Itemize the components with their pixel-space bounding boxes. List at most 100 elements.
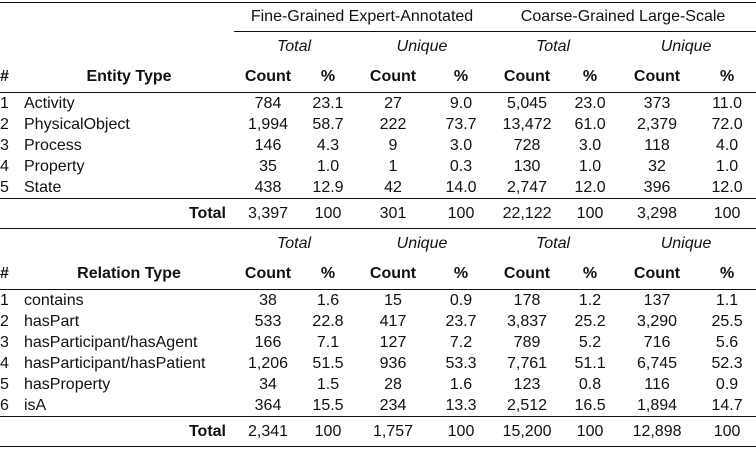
entity-total-coarse-count: 22,122: [490, 198, 565, 229]
entity-fine-count: 146: [254, 136, 282, 154]
relation-type-name: hasPart: [24, 312, 80, 330]
relation-fine-count: 1,206: [247, 354, 289, 372]
entity-coarse-pct: 61.0: [574, 115, 606, 133]
relation-coarse-unique-count: 1,894: [637, 396, 678, 414]
relation-fine-pct: 51.5: [312, 354, 344, 372]
entity-coarse-pct: 3.0: [578, 136, 602, 154]
relation-coarse-pct: 0.8: [578, 375, 602, 393]
entity-coarse-unique-pct: 12.0: [711, 178, 743, 196]
col-num-header: #: [0, 62, 24, 93]
coarse-unique-subhead: Unique: [616, 31, 756, 62]
col-count-header: Count: [354, 259, 432, 290]
relation-fine-count: 38: [259, 291, 277, 309]
relation-fine-count: 166: [254, 333, 282, 351]
relation-row: 1 contains 38 1.6 15 0.9 178 1.2 137 1.1: [0, 290, 756, 312]
entity-fine-count: 784: [254, 94, 282, 112]
fine-total-subhead: Total: [234, 31, 354, 62]
relation-subheader-row: Total Unique Total Unique: [0, 229, 756, 260]
relation-coarse-unique-count: 116: [644, 375, 670, 393]
relation-total-fine-pct: 100: [302, 416, 354, 447]
relation-coarse-pct: 25.2: [574, 312, 606, 330]
relation-fine-unique-pct: 7.2: [449, 333, 473, 351]
entity-fine-unique-count: 222: [379, 115, 407, 133]
entity-total-fine-pct: 100: [302, 198, 354, 229]
fine-total-subhead: Total: [276, 235, 312, 252]
relation-coarse-unique-pct: 1.1: [715, 291, 739, 309]
relation-total-fine-unique-count: 1,757: [354, 416, 432, 447]
entity-fine-unique-count: 27: [384, 94, 402, 112]
relation-fine-unique-pct: 13.3: [445, 396, 477, 414]
relation-coarse-unique-pct: 5.6: [715, 333, 739, 351]
col-count-header: Count: [234, 259, 302, 290]
entity-type-name: Process: [24, 136, 82, 154]
relation-total-fine-count: 2,341: [234, 416, 302, 447]
relation-fine-unique-pct: 23.7: [445, 312, 477, 330]
relation-column-header-row: # Relation Type Count % Count % Count % …: [0, 259, 756, 290]
entity-coarse-unique-count: 396: [643, 178, 671, 196]
relation-fine-unique-count: 417: [379, 312, 407, 330]
col-pct-header: %: [564, 62, 617, 93]
relation-total-row: Total 2,341 100 1,757 100 15,200 100 12,…: [0, 416, 756, 447]
entity-subheader-row: Total Unique Total Unique: [0, 31, 756, 62]
entity-fine-unique-pct: 3.0: [449, 136, 473, 154]
entity-fine-unique-pct: 14.0: [445, 178, 477, 196]
entity-type-name: PhysicalObject: [24, 115, 130, 133]
entity-fine-count: 438: [254, 178, 282, 196]
relation-coarse-count: 2,512: [507, 396, 548, 414]
entity-coarse-unique-count: 32: [648, 157, 666, 175]
relation-row: 6 isA 364 15.5 234 13.3 2,512 16.5 1,894 14.7: [0, 395, 756, 417]
col-count-header: Count: [490, 259, 565, 290]
relation-coarse-unique-pct: 14.7: [711, 396, 743, 414]
relation-fine-count: 34: [259, 375, 277, 393]
relation-row-number: 4: [0, 354, 9, 372]
entity-coarse-unique-pct: 11.0: [712, 94, 743, 112]
relation-coarse-unique-count: 137: [643, 291, 671, 309]
relation-coarse-pct: 16.5: [574, 396, 606, 414]
entity-row: 2 PhysicalObject 1,994 58.7 222 73.7 13,472 61.…: [0, 114, 756, 135]
entity-fine-pct: 1.0: [316, 157, 340, 175]
entity-fine-pct: 58.7: [312, 115, 344, 133]
entity-coarse-pct: 12.0: [574, 178, 606, 196]
relation-fine-pct: 22.8: [312, 312, 344, 330]
col-pct-header: %: [564, 259, 617, 290]
coarse-total-subhead: Total: [535, 235, 571, 252]
relation-fine-unique-count: 234: [379, 396, 407, 414]
col-count-header: Count: [616, 62, 699, 93]
relation-coarse-count: 789: [513, 333, 541, 351]
entity-total-coarse-unique-pct: 100: [698, 198, 756, 229]
entity-coarse-unique-pct: 4.0: [715, 136, 739, 154]
entity-total-fine-unique-pct: 100: [432, 198, 491, 229]
relation-coarse-pct: 5.2: [578, 333, 602, 351]
entity-fine-pct: 12.9: [312, 178, 344, 196]
relation-type-name: hasParticipant/hasPatient: [24, 354, 206, 372]
relation-row-number: 2: [0, 312, 9, 330]
entity-type-name: Property: [24, 157, 85, 175]
relation-row: 5 hasProperty 34 1.5 28 1.6 123 0.8 116 0.9: [0, 374, 756, 395]
entity-fine-unique-pct: 9.0: [449, 94, 473, 112]
col-pct-header: %: [302, 259, 354, 290]
entity-row-number: 1: [0, 94, 9, 112]
entity-coarse-count: 13,472: [502, 115, 552, 133]
relation-coarse-unique-count: 716: [643, 333, 671, 351]
entity-rows: 1 Activity 784 23.1 27 9.0 5,045 23.0 373 11.0 2 Ph…: [0, 93, 756, 199]
coarse-unique-subhead: Unique: [660, 235, 712, 252]
col-count-header: Count: [234, 62, 302, 93]
relation-fine-unique-count: 936: [379, 354, 407, 372]
fine-unique-subhead: Unique: [354, 31, 491, 62]
relation-coarse-unique-pct: 25.5: [711, 312, 743, 330]
relation-coarse-unique-count: 6,745: [637, 354, 678, 372]
relation-fine-unique-pct: 53.3: [445, 354, 477, 372]
relation-fine-unique-count: 28: [384, 375, 402, 393]
col-num-header: #: [0, 259, 24, 290]
entity-row: 4 Property 35 1.0 1 0.3 130 1.0 32 1.0: [0, 156, 756, 177]
entity-total-label: Total: [24, 198, 234, 229]
entity-row-number: 3: [0, 136, 9, 154]
relation-type-name: isA: [24, 396, 47, 414]
relation-fine-pct: 7.1: [316, 333, 340, 351]
relation-row: 2 hasPart 533 22.8 417 23.7 3,837 25.2 3,290 25.5: [0, 311, 756, 332]
relation-coarse-count: 7,761: [507, 354, 548, 372]
relation-coarse-count: 123: [513, 375, 541, 393]
entity-row-number: 4: [0, 157, 9, 175]
group-coarse-grained: Coarse-Grained Large-Scale: [490, 2, 756, 32]
